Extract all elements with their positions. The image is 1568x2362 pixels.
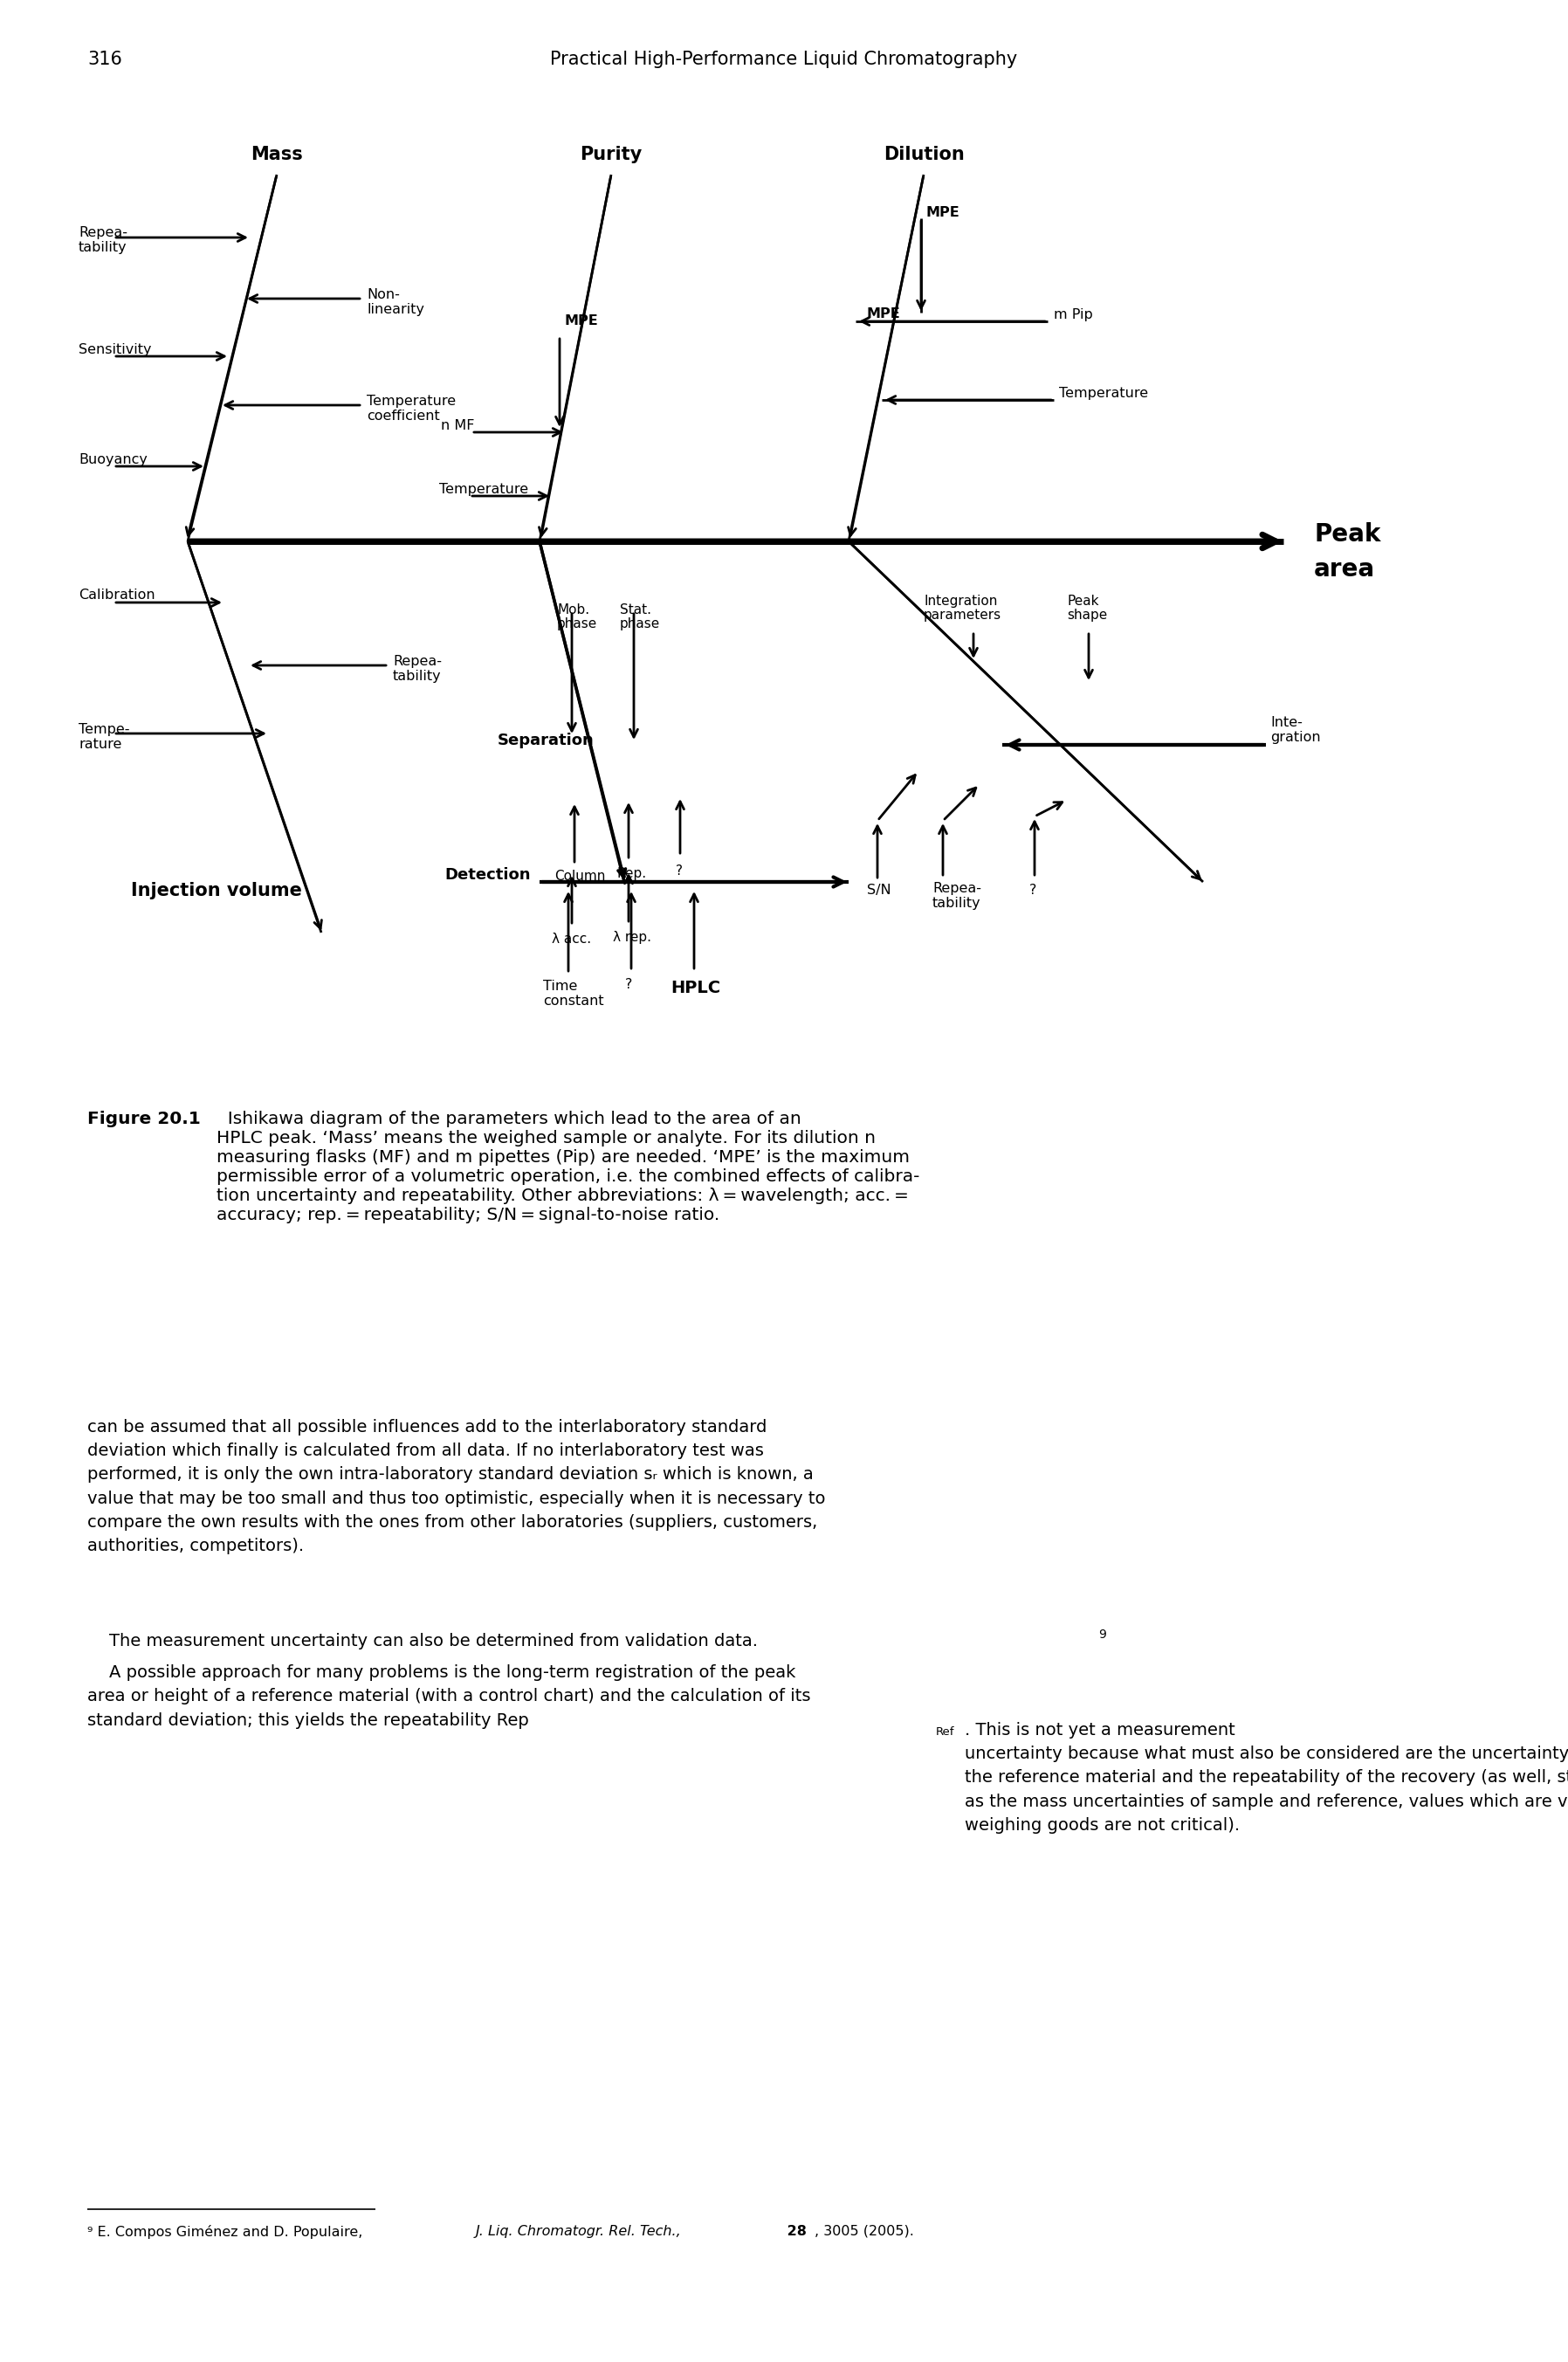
Text: area: area [1314, 557, 1375, 581]
Text: Detection: Detection [445, 867, 532, 883]
Text: Inte-: Inte- [1270, 716, 1303, 730]
Text: Time: Time [543, 980, 577, 992]
Text: shape: shape [1066, 609, 1107, 621]
Text: Sensitivity: Sensitivity [78, 342, 152, 357]
Text: Temperature: Temperature [1058, 387, 1148, 399]
Text: MPE: MPE [925, 205, 960, 220]
Text: m Pip: m Pip [1054, 307, 1093, 321]
Text: λ acc.: λ acc. [552, 933, 591, 945]
Text: Temperature: Temperature [367, 394, 456, 409]
Text: ?: ? [626, 978, 632, 992]
Text: n MF: n MF [441, 418, 475, 432]
Text: parameters: parameters [924, 609, 1002, 621]
Text: Ref: Ref [936, 1727, 955, 1738]
Text: gration: gration [1270, 730, 1320, 744]
Text: Dilution: Dilution [883, 146, 964, 163]
Text: Column: Column [555, 869, 605, 883]
Text: Mass: Mass [251, 146, 303, 163]
Text: 9: 9 [1098, 1627, 1105, 1642]
Text: HPLC: HPLC [671, 980, 720, 997]
Text: 316: 316 [88, 50, 122, 68]
Text: Repea-: Repea- [394, 654, 442, 668]
Text: Integration: Integration [924, 595, 997, 607]
Text: Rep.: Rep. [616, 867, 646, 881]
Text: Repea-: Repea- [78, 227, 127, 239]
Text: Calibration: Calibration [78, 588, 155, 602]
Text: Practical High-Performance Liquid Chromatography: Practical High-Performance Liquid Chroma… [550, 50, 1018, 68]
Text: linearity: linearity [367, 302, 425, 317]
Text: Separation: Separation [497, 732, 594, 749]
Text: MPE: MPE [866, 307, 900, 321]
Text: The measurement uncertainty can also be determined from validation data.: The measurement uncertainty can also be … [88, 1632, 757, 1649]
Text: phase: phase [619, 616, 660, 631]
Text: , 3005 (2005).: , 3005 (2005). [814, 2225, 914, 2239]
Text: Tempe-: Tempe- [78, 723, 130, 737]
Text: λ rep.: λ rep. [613, 931, 651, 945]
Text: . This is not yet a measurement
uncertainty because what must also be considered: . This is not yet a measurement uncertai… [964, 1722, 1568, 1833]
Text: tability: tability [394, 671, 442, 683]
Text: Stat.: Stat. [619, 602, 651, 616]
Text: tability: tability [78, 241, 127, 255]
Text: Repea-: Repea- [933, 881, 982, 895]
Text: Peak: Peak [1066, 595, 1099, 607]
Text: phase: phase [557, 616, 597, 631]
Text: rature: rature [78, 737, 122, 751]
Text: coefficient: coefficient [367, 409, 439, 423]
Text: 28: 28 [782, 2225, 806, 2239]
Text: ⁹ E. Compos Giménez and D. Populaire,: ⁹ E. Compos Giménez and D. Populaire, [88, 2225, 367, 2239]
Text: Buoyancy: Buoyancy [78, 454, 147, 465]
Text: ?: ? [676, 864, 682, 879]
Text: Mob.: Mob. [557, 602, 590, 616]
Text: MPE: MPE [564, 314, 597, 328]
Text: Temperature: Temperature [439, 482, 528, 496]
Text: J. Liq. Chromatogr. Rel. Tech.,: J. Liq. Chromatogr. Rel. Tech., [475, 2225, 682, 2239]
Text: Figure 20.1: Figure 20.1 [88, 1110, 201, 1127]
Text: S/N: S/N [867, 883, 891, 898]
Text: Purity: Purity [580, 146, 643, 163]
Text: Non-: Non- [367, 288, 400, 302]
Text: Ishikawa diagram of the parameters which lead to the area of an
HPLC peak. ‘Mass: Ishikawa diagram of the parameters which… [216, 1110, 920, 1224]
Text: can be assumed that all possible influences add to the interlaboratory standard
: can be assumed that all possible influen… [88, 1420, 825, 1554]
Text: tability: tability [933, 898, 982, 909]
Text: Peak: Peak [1314, 522, 1380, 546]
Text: Injection volume: Injection volume [132, 881, 303, 900]
Text: constant: constant [543, 994, 604, 1009]
Text: ?: ? [1029, 883, 1036, 898]
Text: A possible approach for many problems is the long-term registration of the peak
: A possible approach for many problems is… [88, 1665, 811, 1729]
